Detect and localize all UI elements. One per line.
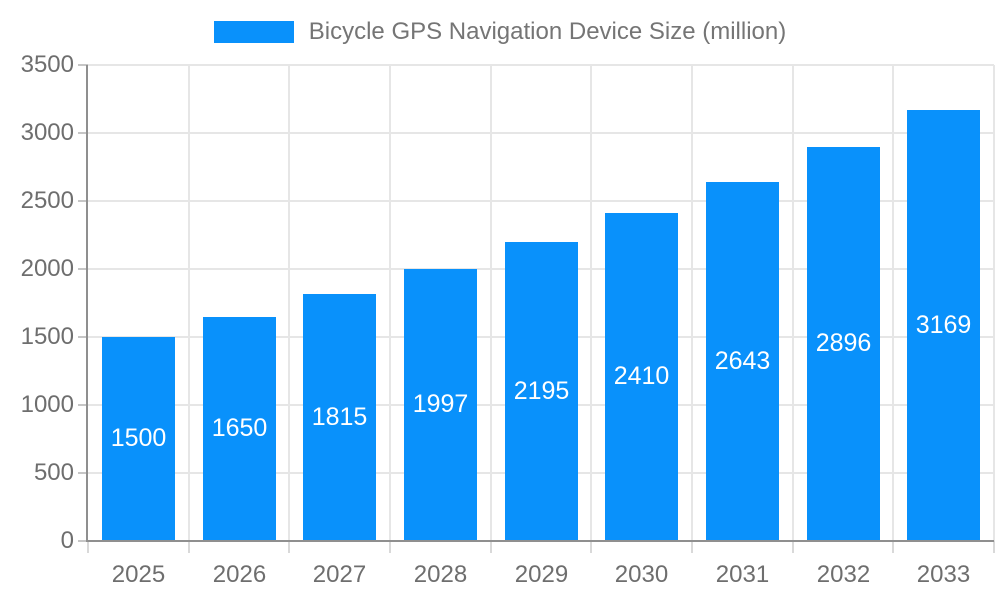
y-gridline [88, 200, 994, 202]
y-axis-tick [78, 404, 88, 406]
bar[interactable]: 2643 [706, 182, 779, 540]
x-axis-tick [892, 541, 894, 553]
bar[interactable]: 2410 [605, 213, 678, 540]
y-axis-tick [78, 336, 88, 338]
y-axis-tick [78, 472, 88, 474]
x-axis-label: 2030 [614, 561, 669, 588]
x-axis-tick [87, 541, 89, 553]
y-axis-tick [78, 540, 88, 542]
bar[interactable]: 1650 [203, 317, 276, 540]
bar-value-label: 3169 [915, 310, 972, 339]
legend[interactable]: Bicycle GPS Navigation Device Size (mill… [0, 18, 1000, 46]
y-axis-label: 2500 [20, 187, 74, 214]
y-gridline [88, 64, 994, 66]
x-axis-line [86, 540, 994, 542]
bar-value-label: 2410 [613, 362, 670, 390]
bar-value-label: 2195 [513, 376, 570, 405]
bar-value-label: 2643 [714, 346, 771, 375]
bar[interactable]: 1815 [303, 294, 376, 540]
x-axis-label: 2028 [413, 561, 468, 588]
bar[interactable]: 3169 [907, 110, 980, 540]
bar[interactable]: 1997 [404, 269, 477, 540]
x-axis-tick [490, 541, 492, 553]
x-gridline [389, 65, 391, 541]
y-axis-label: 0 [60, 527, 74, 554]
x-gridline [590, 65, 592, 541]
y-axis-label: 3500 [20, 51, 74, 78]
x-axis-label: 2026 [212, 561, 267, 588]
x-axis-tick [288, 541, 290, 553]
x-gridline [892, 65, 894, 541]
x-axis-label: 2031 [715, 561, 770, 588]
x-axis-tick [188, 541, 190, 553]
x-axis-label: 2033 [916, 561, 971, 588]
y-axis-label: 2000 [20, 255, 74, 282]
x-axis-label: 2032 [816, 561, 871, 588]
y-gridline [88, 132, 994, 134]
x-gridline [288, 65, 290, 541]
x-axis-label: 2027 [312, 561, 367, 588]
x-axis-label: 2025 [111, 561, 166, 588]
y-axis-label: 500 [33, 459, 74, 486]
bar[interactable]: 2896 [807, 147, 880, 540]
y-axis-tick [78, 268, 88, 270]
y-axis-label: 1000 [20, 391, 74, 418]
bar-value-label: 1997 [412, 390, 469, 418]
bar-value-label: 1650 [211, 414, 268, 442]
x-axis-tick [792, 541, 794, 553]
x-axis-tick [691, 541, 693, 553]
bar-value-label: 1500 [110, 424, 167, 452]
y-axis-line [86, 65, 88, 541]
x-axis-label: 2029 [514, 561, 569, 588]
x-axis-tick [993, 541, 995, 553]
y-axis-label: 1500 [20, 323, 74, 350]
bar-value-label: 1815 [311, 402, 368, 431]
x-gridline [792, 65, 794, 541]
x-axis-tick [590, 541, 592, 553]
y-axis-label: 3000 [20, 119, 74, 146]
x-gridline [490, 65, 492, 541]
bar[interactable]: 1500 [102, 337, 175, 540]
bar[interactable]: 2195 [505, 242, 578, 540]
legend-label: Bicycle GPS Navigation Device Size (mill… [308, 18, 787, 45]
bar-value-label: 2896 [815, 329, 872, 357]
x-gridline [188, 65, 190, 541]
y-axis-tick [78, 64, 88, 66]
legend-swatch-icon [213, 21, 294, 43]
x-axis-tick [389, 541, 391, 553]
x-gridline [691, 65, 693, 541]
y-axis-tick [78, 200, 88, 202]
y-axis-tick [78, 132, 88, 134]
x-gridline [993, 65, 995, 541]
